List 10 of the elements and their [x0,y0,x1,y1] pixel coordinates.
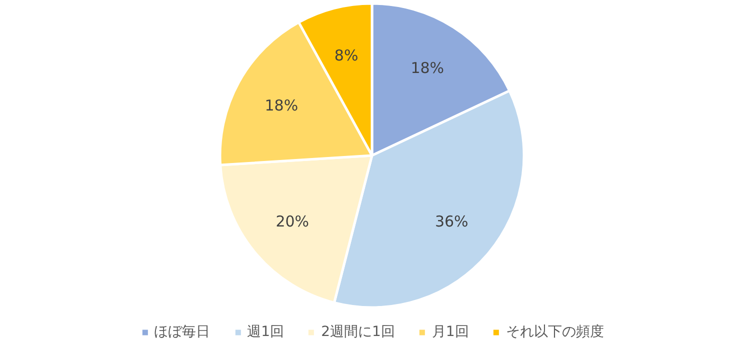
data-label: 36% [434,212,468,230]
data-label: 8% [334,46,358,64]
legend-label: 週1回 [247,323,284,341]
legend-label: ほぼ毎日 [154,323,210,341]
legend-label: 月1回 [432,323,469,341]
data-label: 20% [276,212,310,230]
legend-label: 2週間に1回 [321,323,395,341]
legend-label: それ以下の頻度 [506,323,604,341]
data-label: 18% [410,59,444,78]
data-label: 18% [264,96,298,115]
